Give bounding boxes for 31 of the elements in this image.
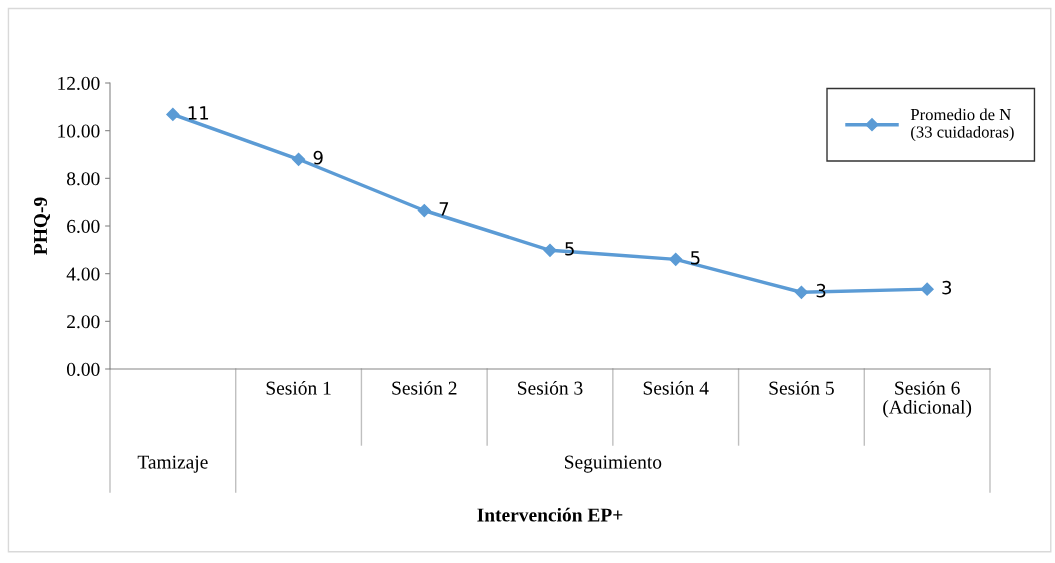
y-tick-label: 10.00 (58, 124, 100, 138)
data-label: 7 (439, 202, 449, 216)
point (920, 282, 934, 296)
y-tick-label: 8.00 (66, 172, 100, 186)
data-label: 3 (816, 283, 826, 298)
point (543, 243, 557, 257)
x-tick-label: Sesión 4 (643, 380, 709, 395)
x-tick-label: Sesión 5 (769, 380, 834, 395)
y-axis-title: PHQ-9 (33, 197, 50, 255)
text: Tamizaje (137, 455, 208, 473)
y-tick-label: 12.00 (58, 76, 100, 91)
data-label: 11 (188, 106, 209, 120)
x-tick-label: Sesión 3 (518, 380, 583, 395)
point (166, 107, 180, 122)
data-label: 9 (313, 150, 323, 165)
legend-label: Promedio de N (33 cuidadoras) (910, 108, 1014, 142)
text: Seguimiento (565, 455, 662, 473)
y-tick-label: 2.00 (67, 315, 100, 329)
point (794, 285, 809, 299)
y-tick-label: 6.00 (67, 219, 100, 234)
point (417, 203, 431, 218)
point (669, 252, 683, 266)
x-tick-label: Sesión 6 (Adicional) (883, 380, 972, 418)
point (291, 152, 306, 166)
x-axis-title: Intervención EP+ (477, 507, 623, 522)
x-tick-label: Sesión 2 (392, 380, 457, 395)
data-label: 5 (691, 251, 700, 265)
x-tick-label: Sesión 1 (266, 380, 331, 395)
data-label: 3 (942, 280, 952, 295)
y-tick-label: 4.00 (66, 267, 100, 281)
y-tick-label: 0.00 (66, 362, 100, 377)
